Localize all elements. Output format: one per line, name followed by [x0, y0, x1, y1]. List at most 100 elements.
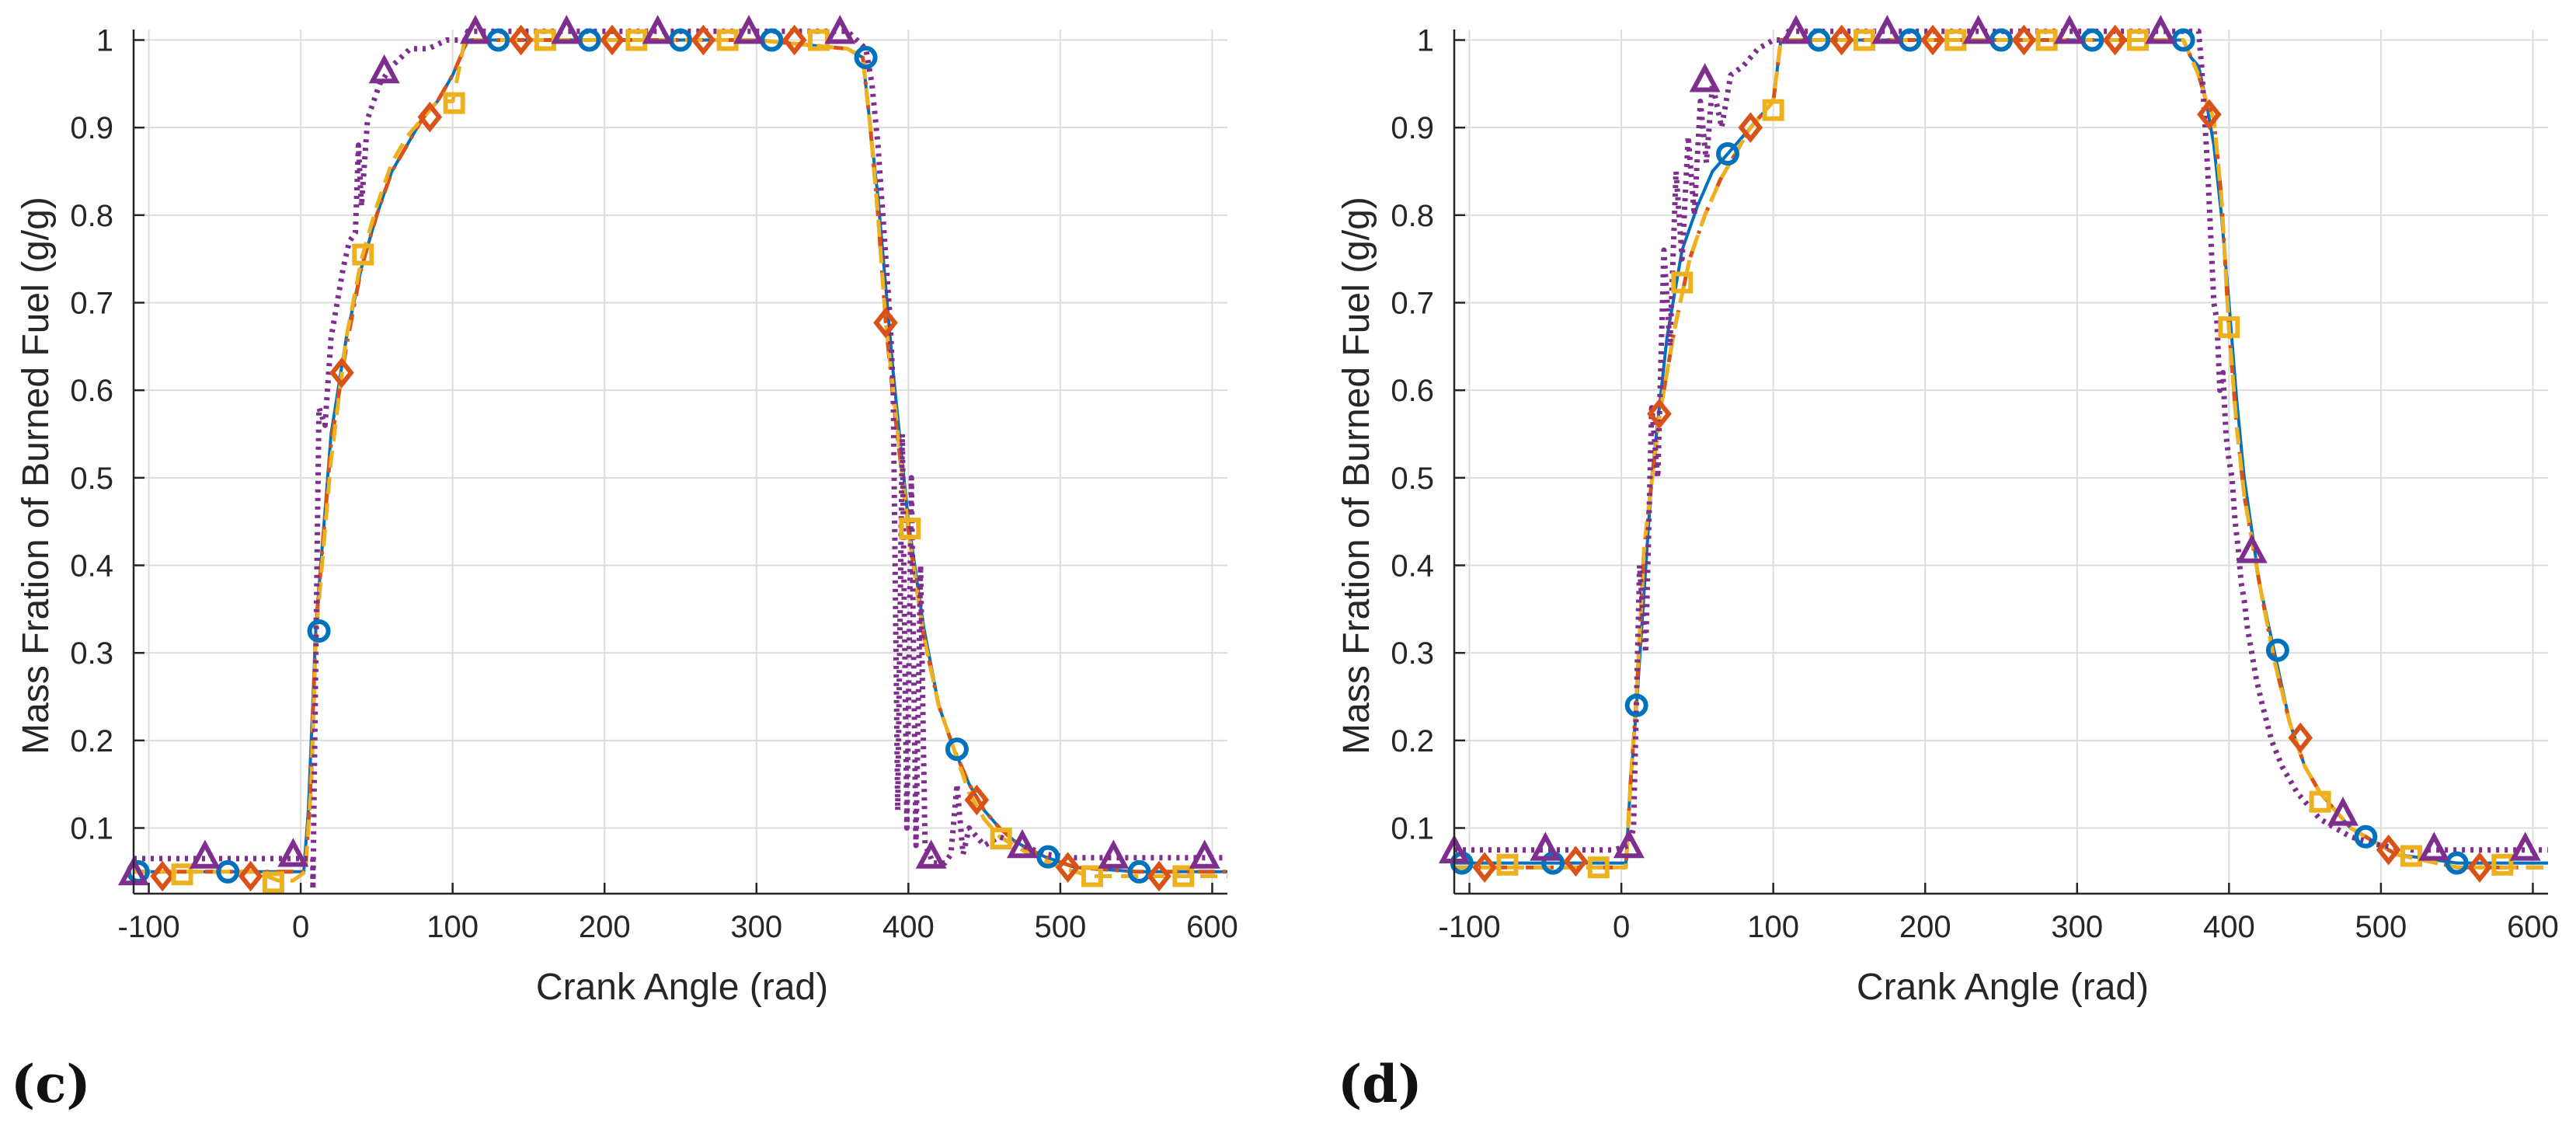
marker-square [2127, 29, 2149, 51]
marker-diamond [1738, 112, 1763, 143]
y-tick-label: 0.8 [1391, 199, 1434, 233]
marker-diamond [964, 784, 990, 816]
marker-diamond [873, 307, 898, 339]
y-tick-label: 0.7 [70, 287, 113, 321]
x-tick-label: 100 [426, 910, 479, 944]
marker-triangle [551, 15, 583, 44]
y-tick-label: 0.5 [70, 462, 113, 496]
x-tick-label: 100 [1747, 910, 1799, 944]
marker-triangle [1189, 839, 1220, 869]
marker-circle [1036, 845, 1060, 869]
x-tick-label: 500 [1035, 910, 1087, 944]
marker-square [443, 92, 465, 114]
marker-circle [854, 46, 878, 70]
marker-circle [1127, 859, 1151, 884]
marker-diamond [508, 24, 534, 56]
y-axis-label: Mass Fration of Burned Fuel (g/g) [1336, 197, 1377, 755]
marker-square [1081, 865, 1103, 887]
marker-square [1496, 853, 1519, 876]
marker-square [171, 863, 193, 886]
marker-triangle [1689, 63, 1721, 92]
marker-triangle [2053, 15, 2086, 44]
marker-triangle [1871, 15, 1903, 44]
marker-square [1671, 271, 1694, 294]
marker-triangle [1962, 15, 1994, 44]
y-tick-label: 0.3 [70, 636, 113, 671]
markers-group [117, 15, 1220, 894]
marker-triangle [642, 15, 674, 44]
x-tick-label: -100 [118, 910, 180, 944]
x-tick-label: 0 [292, 910, 309, 944]
marker-triangle [1098, 839, 1130, 869]
marker-diamond [2288, 722, 2313, 754]
x-tick-label: 200 [1899, 910, 1951, 944]
series-line-triangle [134, 28, 1227, 892]
marker-square [1172, 865, 1195, 887]
marker-circle [2265, 638, 2289, 662]
marker-diamond [782, 24, 807, 56]
chart-c: -100 0 100 200 300 400 500 600 0.1 0.2 0.3 0.4 0.5 0.… [16, 15, 1238, 1008]
y-tick-label: 1 [1417, 24, 1434, 58]
marker-square [1854, 29, 1875, 51]
marker-diamond [1920, 24, 1945, 56]
y-tick-label: 0.6 [1391, 374, 1434, 408]
series-line-diamond [1454, 38, 2548, 870]
marker-circle [2354, 824, 2378, 849]
marker-circle [945, 737, 969, 762]
x-tick-label: 400 [882, 910, 935, 944]
marker-triangle [2236, 534, 2268, 563]
y-tick-label: 0.2 [70, 724, 113, 758]
marker-diamond [2102, 24, 2128, 56]
marker-circle [1624, 693, 1648, 717]
marker-square [2035, 29, 2058, 51]
y-axis-label: Mass Fration of Burned Fuel (g/g) [16, 197, 57, 755]
x-tick-label: 600 [1186, 910, 1238, 944]
panel-label-c: (c) [11, 1054, 91, 1114]
marker-square [990, 828, 1012, 850]
marker-triangle [189, 839, 221, 869]
marker-triangle [2418, 831, 2450, 861]
x-tick-label: 400 [2203, 910, 2255, 944]
y-tick-label: 0.4 [70, 549, 113, 584]
marker-diamond [2467, 852, 2492, 884]
x-tick-label: 500 [2355, 910, 2407, 944]
y-tick-label: 0.6 [70, 374, 113, 408]
y-tick-label: 0.7 [1391, 287, 1434, 321]
x-tick-label: 600 [2507, 910, 2559, 944]
y-tick-label: 0.9 [70, 111, 113, 145]
marker-triangle [733, 15, 765, 44]
y-tick-label: 0.1 [1391, 812, 1434, 846]
x-axis-label: Crank Angle (rad) [1857, 967, 2149, 1008]
marker-diamond [2376, 834, 2401, 866]
marker-square [1587, 856, 1610, 879]
plot-area [134, 30, 1227, 894]
y-tick-label: 0.3 [1391, 636, 1434, 671]
marker-diamond [1829, 24, 1854, 56]
marker-diamond [238, 860, 263, 892]
marker-triangle [2509, 831, 2541, 861]
marker-triangle [1006, 828, 1039, 859]
marker-triangle [2145, 15, 2177, 44]
marker-diamond [691, 24, 716, 56]
x-tick-label: 300 [2051, 910, 2103, 944]
marker-diamond [150, 860, 175, 892]
marker-square [2218, 316, 2240, 339]
x-tick-label: 300 [730, 910, 782, 944]
grid [1454, 30, 2548, 894]
x-tick-label: 0 [1613, 910, 1630, 944]
marker-triangle [277, 838, 309, 867]
marker-diamond [2197, 99, 2222, 131]
panel-label-d: (d) [1338, 1054, 1422, 1114]
marker-circle [1716, 141, 1739, 166]
marker-circle [216, 859, 240, 884]
chart-d: -100 0 100 200 300 400 500 600 0.1 0.2 0.3 0.4 0.5 0.… [1336, 15, 2559, 1008]
marker-diamond [1147, 860, 1171, 892]
plot-area [1454, 30, 2548, 894]
marker-triangle [1530, 831, 1561, 861]
marker-triangle [915, 839, 947, 869]
y-tick-label: 0.1 [70, 812, 113, 846]
y-tick-label: 0.4 [1391, 549, 1434, 584]
marker-triangle [368, 54, 400, 84]
series-line-triangle [1454, 28, 2548, 853]
